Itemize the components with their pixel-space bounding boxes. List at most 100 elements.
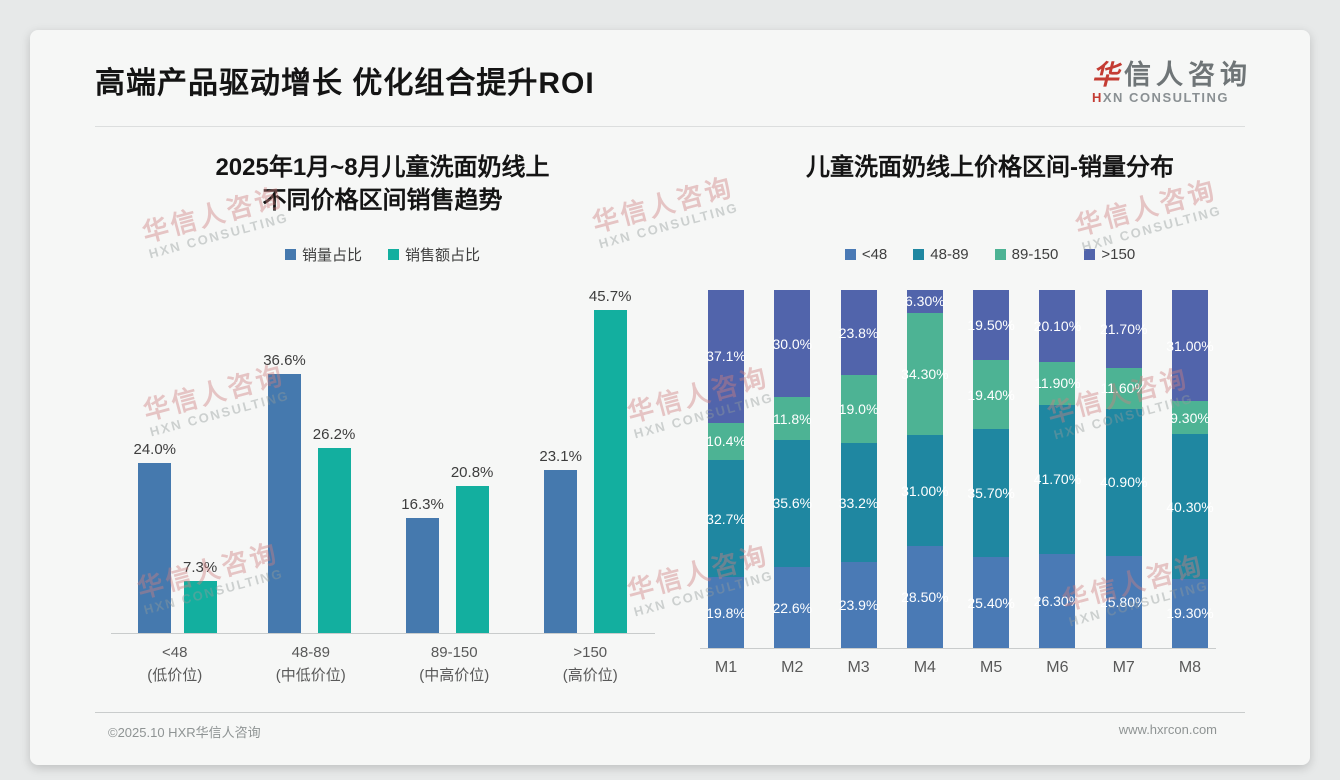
bar-group: 36.6% 26.2% xyxy=(263,352,355,633)
segment-<48: 25.80% xyxy=(1100,555,1147,648)
legend-color-chip xyxy=(388,248,399,260)
segment->150: 37.1% xyxy=(706,290,746,423)
bar-with-label: 26.2% xyxy=(312,426,356,633)
segment-value-label: 11.90% xyxy=(1034,375,1081,392)
bar-value-label: 26.2% xyxy=(312,426,356,443)
segment-value-label: 25.80% xyxy=(1099,593,1148,610)
segment-48-89: 35.6% xyxy=(772,439,812,568)
stacked-column-M7: 25.80% 40.90% 11.60% 21.70% xyxy=(1100,290,1147,648)
segment-48-89: 33.2% xyxy=(839,443,878,563)
segment-89-150: 19.40% xyxy=(967,359,1015,430)
left-chart-plot: 24.0% 7.3% 36.6% 26.2% 16.3% 20.8% 23.1% 45.7% xyxy=(110,288,655,634)
segment-89-150: 11.60% xyxy=(1100,367,1147,410)
segment-value-label: 28.50% xyxy=(901,589,949,606)
segment-<48: 22.6% xyxy=(772,567,812,648)
segment->150: 6.30% xyxy=(905,290,945,313)
segment-89-150: 34.30% xyxy=(901,312,949,436)
bar-value-label: 20.8% xyxy=(450,464,494,481)
page-title: 高端产品驱动增长 优化组合提升ROI xyxy=(95,67,595,100)
segment-<48: 19.8% xyxy=(706,577,746,648)
left-chart-legend: 销量占比 销售额占比 xyxy=(95,244,670,265)
category-label: 48-89 (中低价位) xyxy=(276,641,346,687)
bar-销售额占比 xyxy=(317,448,351,633)
bar-group: 23.1% 45.7% xyxy=(539,288,631,633)
stacked-column-M6: 26.30% 41.70% 11.90% 20.10% xyxy=(1034,290,1081,648)
segment-<48: 19.30% xyxy=(1166,578,1214,648)
legend-item: 48-89 xyxy=(913,245,969,263)
segment-value-label: 19.0% xyxy=(838,401,879,418)
legend-item: <48 xyxy=(844,246,887,263)
segment->150: 21.70% xyxy=(1100,290,1147,368)
category-label: 89-150 (中高价位) xyxy=(419,641,489,687)
segment-value-label: 25.40% xyxy=(967,594,1015,611)
bar-销量占比 xyxy=(267,374,301,633)
month-label: M7 xyxy=(1112,659,1135,676)
category-range: 48-89 xyxy=(291,644,330,661)
legend-item: 89-150 xyxy=(994,245,1059,263)
charts-area: 2025年1月~8月儿童洗面奶线上 不同价格区间销售趋势 销量占比 销售额占比 24… xyxy=(30,127,1310,687)
stacked-column-M2: 22.6% 35.6% 11.8% 30.0% xyxy=(772,290,812,648)
right-chart-x-axis: M1 M2 M3 M4 M5 M6 M7 M8 xyxy=(700,659,1216,677)
legend-color-chip xyxy=(844,248,856,260)
bar-with-label: 7.3% xyxy=(183,559,217,633)
right-chart-title: 儿童洗面奶线上价格区间-销量分布 xyxy=(806,154,1174,181)
segment-89-150: 11.90% xyxy=(1034,361,1081,405)
copyright-text: ©2025.10 HXR华信人咨询 xyxy=(108,725,261,740)
segment->150: 30.0% xyxy=(772,290,812,398)
bar-销售额占比 xyxy=(593,310,627,633)
month-label: M8 xyxy=(1178,659,1202,676)
bar-value-label: 24.0% xyxy=(133,441,177,458)
legend-item: 销量占比 xyxy=(284,244,362,265)
bar-销量占比 xyxy=(406,518,440,633)
bar-value-label: 7.3% xyxy=(183,559,218,576)
bar-value-label: 23.1% xyxy=(539,448,582,465)
month-label: M1 xyxy=(714,659,738,676)
legend-label: 销量占比 xyxy=(301,246,362,264)
header-divider xyxy=(95,126,1245,127)
bar-group: 24.0% 7.3% xyxy=(133,441,217,633)
segment-48-89: 32.7% xyxy=(706,460,746,578)
legend-color-chip xyxy=(994,248,1006,260)
segment-value-label: 19.30% xyxy=(1166,605,1214,622)
segment-value-label: 40.90% xyxy=(1099,474,1148,491)
segment-value-label: 23.8% xyxy=(838,324,879,341)
segment-<48: 23.9% xyxy=(839,562,878,648)
segment-89-150: 11.8% xyxy=(773,397,812,440)
segment-48-89: 41.70% xyxy=(1034,404,1081,554)
bar-with-label: 36.6% xyxy=(263,352,306,633)
logo-chinese-name: 华信人咨询 xyxy=(1092,60,1252,90)
segment-89-150: 9.30% xyxy=(1170,401,1210,435)
category-label: <48 (低价位) xyxy=(147,641,202,687)
segment-value-label: 37.1% xyxy=(706,348,746,365)
right-chart-legend: <48 48-89 89-150 >150 xyxy=(670,245,1310,263)
segment->150: 31.00% xyxy=(1166,290,1214,402)
segment-value-label: 6.30% xyxy=(905,293,945,310)
segment->150: 23.8% xyxy=(838,290,879,376)
bar-销售额占比 xyxy=(183,581,217,633)
segment-value-label: 32.7% xyxy=(706,510,746,527)
segment-48-89: 31.00% xyxy=(901,435,949,547)
legend-color-chip xyxy=(913,248,925,260)
slide-card: 高端产品驱动增长 优化组合提升ROI 华信人咨询 HXN CONSULTING … xyxy=(30,30,1310,765)
legend-label: 48-89 xyxy=(930,245,969,263)
legend-label: 89-150 xyxy=(1011,245,1059,263)
segment->150: 19.50% xyxy=(967,290,1015,360)
segment-48-89: 40.90% xyxy=(1100,409,1147,556)
month-label: M3 xyxy=(847,659,870,676)
right-chart-plot: 19.8% 32.7% 10.4% 37.1% 22.6% 35.6% 11.8% 30.0%… xyxy=(700,290,1216,649)
stacked-column-M1: 19.8% 32.7% 10.4% 37.1% xyxy=(706,290,746,648)
category-tier: (低价位) xyxy=(147,667,203,684)
website-url: www.hxrcon.com xyxy=(1118,722,1217,737)
category-tier: (中高价位) xyxy=(419,667,490,684)
company-logo: 华信人咨询 HXN CONSULTING xyxy=(1092,60,1252,106)
segment-48-89: 40.30% xyxy=(1166,434,1214,579)
segment-value-label: 19.40% xyxy=(967,386,1015,403)
month-label: M4 xyxy=(913,659,936,676)
segment-value-label: 9.30% xyxy=(1170,409,1210,426)
segment-value-label: 41.70% xyxy=(1033,471,1082,488)
bar-with-label: 20.8% xyxy=(450,464,494,633)
bar-销量占比 xyxy=(544,470,578,633)
legend-color-chip xyxy=(1084,248,1096,260)
bar-value-label: 16.3% xyxy=(401,496,444,513)
chart-price-range-volume-distribution: 儿童洗面奶线上价格区间-销量分布 <48 48-89 89-150 >150 19.8… xyxy=(670,127,1310,687)
